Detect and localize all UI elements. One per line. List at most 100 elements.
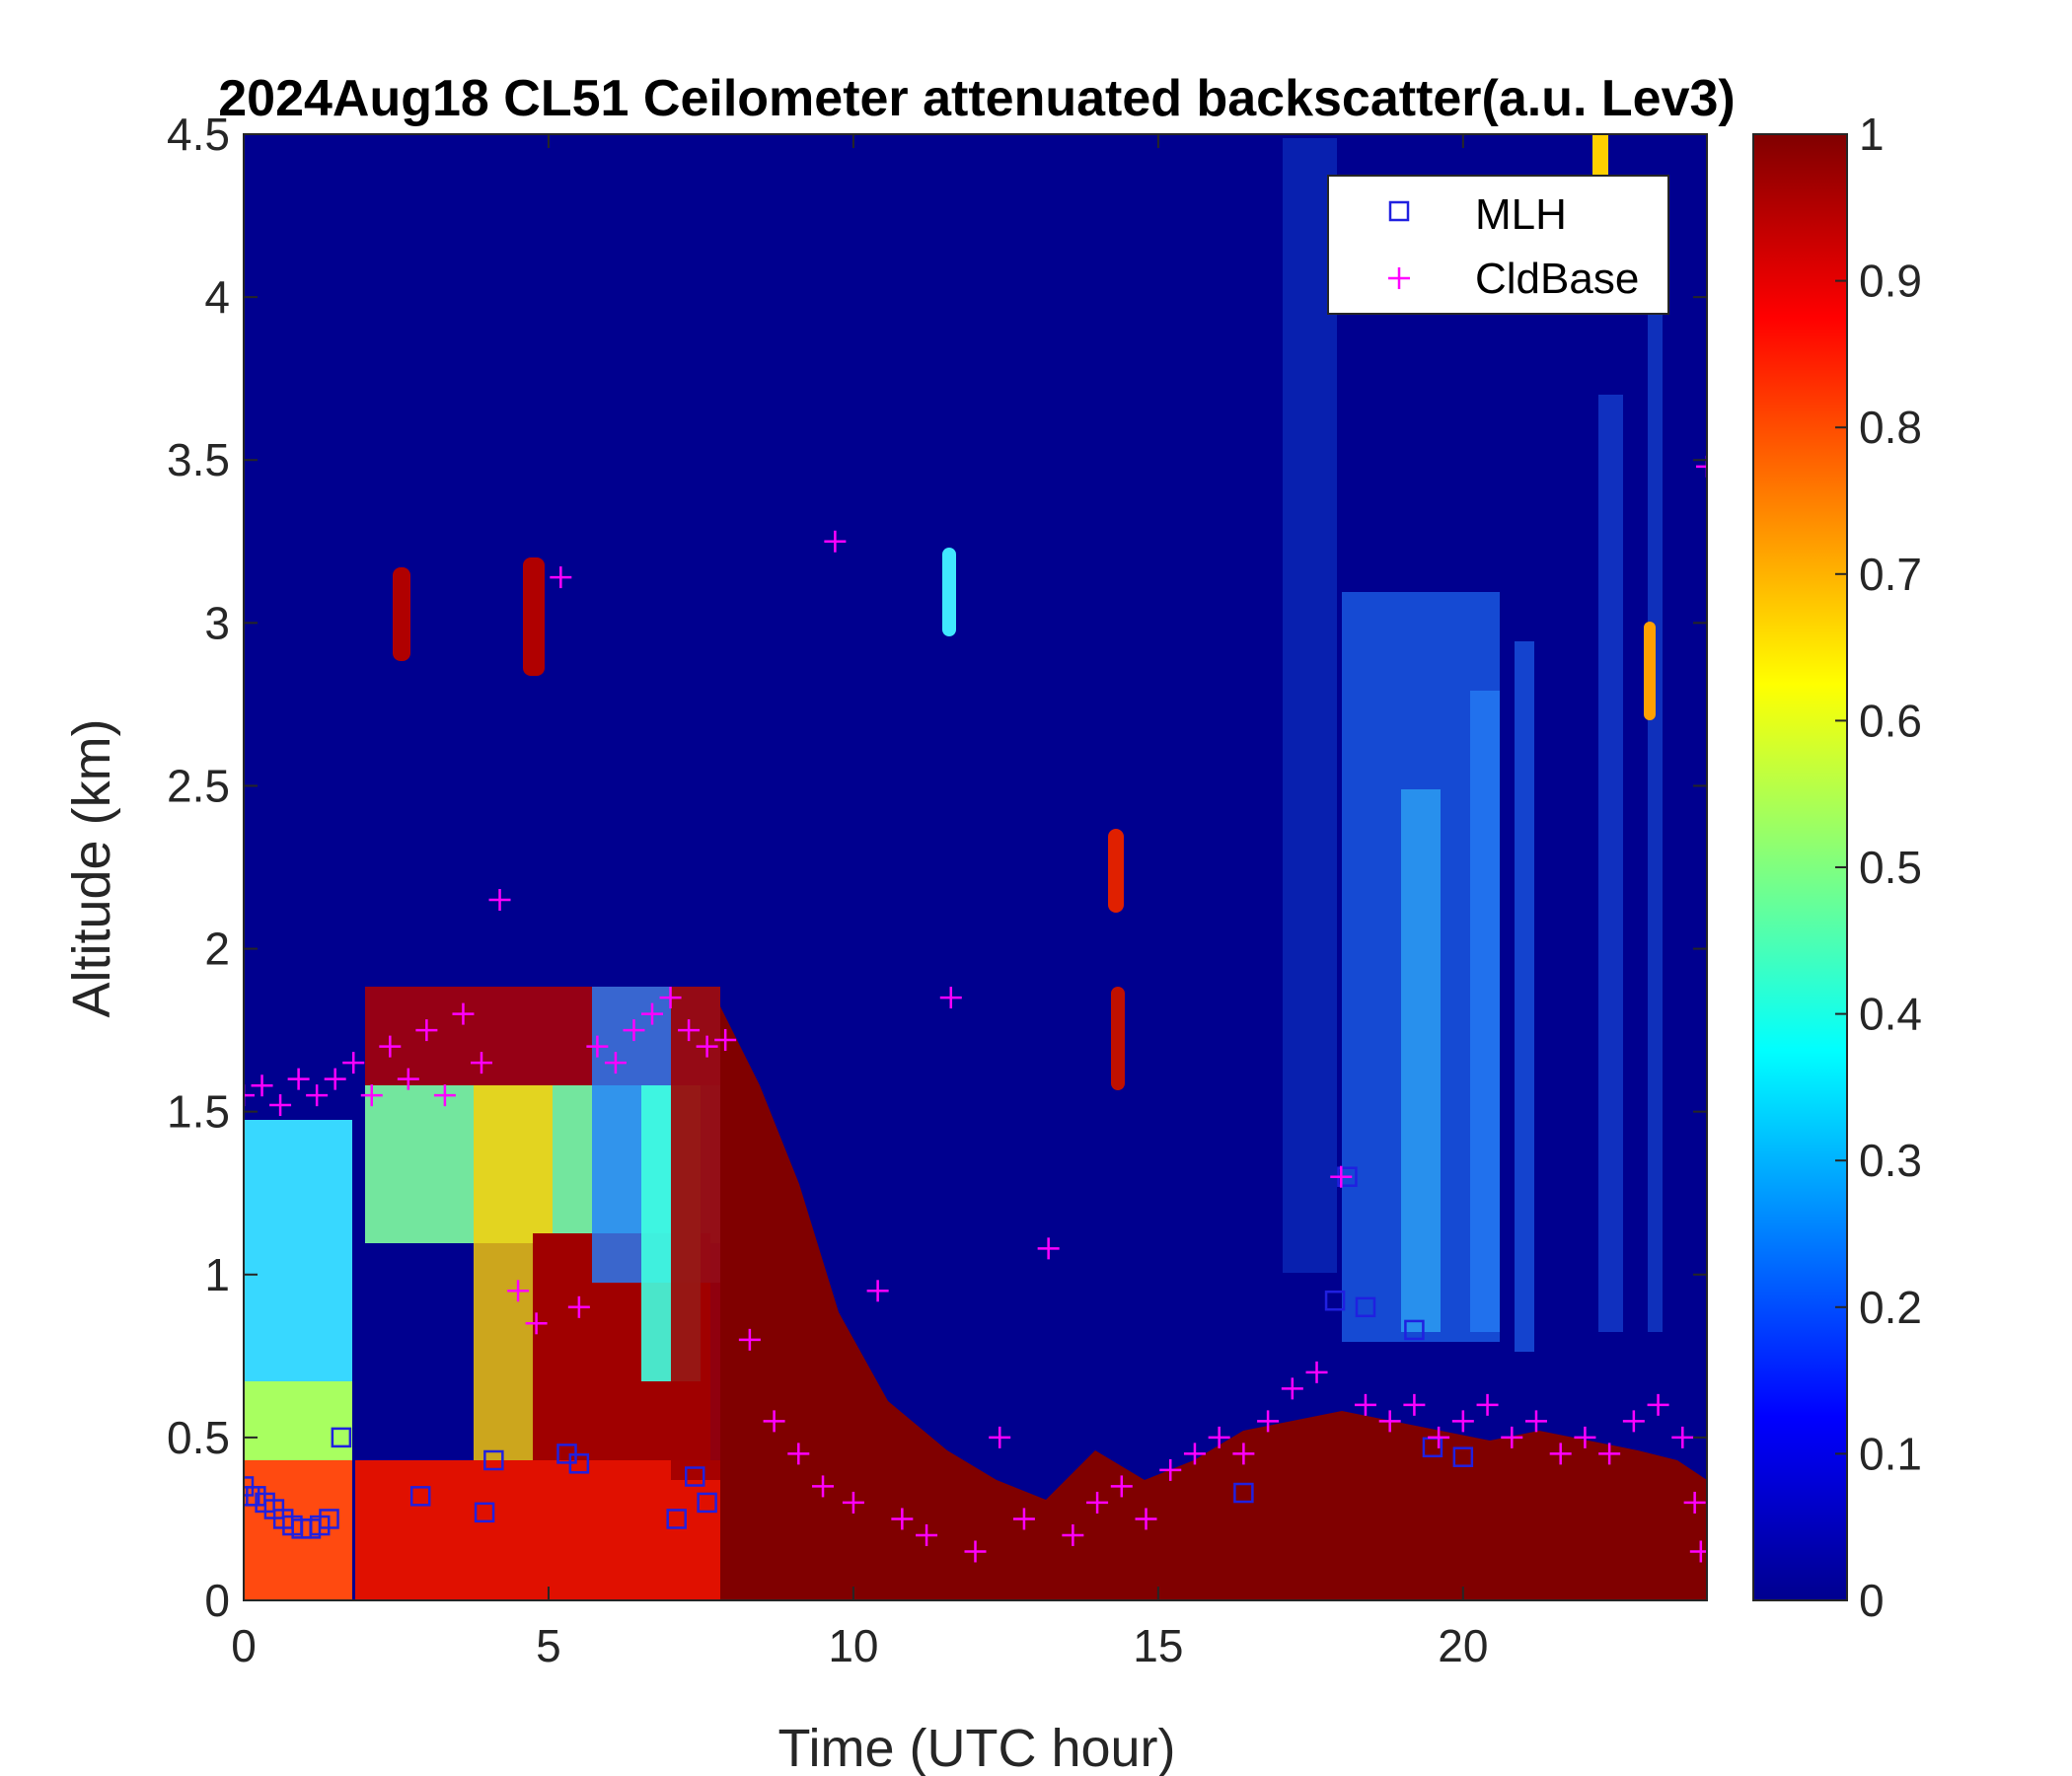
mlh-point bbox=[1324, 1290, 1346, 1311]
legend-mlh-marker bbox=[1388, 200, 1410, 222]
mlh-series bbox=[244, 1166, 1474, 1539]
y-tick-label: 0 bbox=[204, 1575, 230, 1626]
cldbase-point bbox=[470, 1052, 492, 1074]
cldbase-point bbox=[1281, 1377, 1303, 1400]
cldbase-point bbox=[1062, 1523, 1084, 1546]
cldbase-point bbox=[1135, 1508, 1157, 1530]
heatmap-streak bbox=[1470, 691, 1500, 1332]
mlh-point bbox=[568, 1453, 590, 1474]
cldbase-point bbox=[1403, 1393, 1426, 1416]
legend-cldbase-label: CldBase bbox=[1475, 255, 1639, 303]
colorbar-tick-label: 0 bbox=[1859, 1575, 1885, 1626]
colorbar-tick-label: 0.2 bbox=[1859, 1282, 1922, 1333]
cldbase-point bbox=[1354, 1393, 1376, 1416]
cldbase-point bbox=[1451, 1410, 1474, 1433]
cldbase-point bbox=[360, 1084, 383, 1107]
x-axis-label: Time (UTC hour) bbox=[777, 1719, 1175, 1776]
mlh-point bbox=[319, 1509, 339, 1529]
mlh-point bbox=[1404, 1319, 1425, 1341]
cldbase-point bbox=[678, 1019, 701, 1042]
cldbase-point bbox=[1012, 1508, 1035, 1530]
legend-cldbase-marker bbox=[1388, 267, 1410, 289]
heatmap-cloud bbox=[1644, 622, 1656, 720]
heatmap-streak bbox=[1401, 789, 1441, 1332]
y-tick-label: 4.5 bbox=[167, 109, 230, 160]
cldbase-point bbox=[397, 1068, 419, 1090]
cldbase-point bbox=[1159, 1458, 1182, 1481]
cldbase-point bbox=[659, 987, 682, 1009]
cldbase-point bbox=[1232, 1443, 1255, 1465]
cldbase-point bbox=[1574, 1426, 1596, 1448]
mlh-point bbox=[1233, 1482, 1254, 1504]
legend-box bbox=[1327, 175, 1669, 315]
mlh-point bbox=[474, 1502, 495, 1523]
legend: MLH CldBase bbox=[1327, 175, 1669, 315]
cldbase-point bbox=[1378, 1410, 1401, 1433]
cldbase-point bbox=[1683, 1491, 1706, 1514]
cldbase-point bbox=[1647, 1393, 1669, 1416]
heatmap-cloud bbox=[1111, 987, 1125, 1090]
mlh-point bbox=[483, 1449, 504, 1471]
cldbase-series bbox=[244, 455, 1707, 1563]
y-axis-ticks: 0 0.5 1 1.5 2 2.5 3 3.5 4 4.5 bbox=[167, 109, 1707, 1626]
colorbar-tick-label: 1 bbox=[1859, 109, 1885, 160]
heatmap-cloud bbox=[393, 567, 410, 661]
heatmap-cloud bbox=[1108, 829, 1124, 913]
cldbase-point bbox=[1086, 1491, 1109, 1514]
cldbase-point bbox=[866, 1280, 889, 1302]
cldbase-point bbox=[989, 1426, 1011, 1448]
cldbase-point bbox=[696, 1035, 718, 1058]
cldbase-point bbox=[1549, 1443, 1572, 1465]
y-tick-label: 3 bbox=[204, 597, 230, 648]
x-tick-label: 15 bbox=[1133, 1620, 1183, 1671]
heatmap-layer bbox=[244, 1460, 352, 1600]
cldbase-point bbox=[1257, 1410, 1280, 1433]
mlh-point bbox=[1355, 1296, 1376, 1318]
cldbase-point bbox=[586, 1035, 609, 1058]
colorbar-tick-label: 0.1 bbox=[1859, 1428, 1922, 1479]
cldbase-point bbox=[1110, 1475, 1133, 1498]
cldbase-point bbox=[342, 1052, 365, 1074]
cldbase-point bbox=[623, 1019, 645, 1042]
y-tick-label: 3.5 bbox=[167, 434, 230, 485]
heatmap-boundary-layer bbox=[720, 1006, 1707, 1600]
cldbase-point bbox=[269, 1094, 292, 1117]
cldbase-point bbox=[604, 1052, 627, 1074]
y-tick-label: 1 bbox=[204, 1249, 230, 1300]
cldbase-point bbox=[1037, 1237, 1060, 1260]
cldbase-point bbox=[1622, 1410, 1645, 1433]
cldbase-point bbox=[452, 1002, 475, 1025]
cldbase-point bbox=[891, 1508, 914, 1530]
legend-mlh-label: MLH bbox=[1475, 190, 1567, 239]
mlh-point bbox=[685, 1466, 705, 1487]
chart-title: 2024Aug18 CL51 Ceilometer attenuated bac… bbox=[218, 70, 1735, 127]
cldbase-point bbox=[488, 889, 511, 912]
backscatter-heatmap bbox=[244, 134, 1707, 1600]
colorbar-tick-label: 0.4 bbox=[1859, 989, 1922, 1040]
colorbar bbox=[1752, 133, 1848, 1601]
cldbase-point bbox=[1598, 1443, 1621, 1465]
cldbase-point bbox=[1305, 1361, 1328, 1383]
cldbase-point bbox=[567, 1295, 590, 1318]
x-tick-label: 0 bbox=[231, 1620, 257, 1671]
cldbase-point bbox=[306, 1084, 329, 1107]
cldbase-point bbox=[244, 1084, 255, 1107]
cldbase-point bbox=[812, 1475, 835, 1498]
heatmap-streak bbox=[1598, 395, 1623, 1332]
cldbase-point bbox=[939, 987, 962, 1009]
colorbar-ticks: 0 0.1 0.2 0.3 0.4 0.5 0.6 0.7 0.8 0.9 1 bbox=[1835, 109, 1922, 1626]
cldbase-point bbox=[251, 1074, 273, 1097]
cldbase-point bbox=[415, 1019, 438, 1042]
cldbase-point bbox=[641, 1002, 664, 1025]
mlh-point bbox=[409, 1486, 431, 1507]
colorbar-tick-label: 0.8 bbox=[1859, 402, 1922, 453]
y-tick-label: 2.5 bbox=[167, 760, 230, 811]
cldbase-point bbox=[1524, 1410, 1547, 1433]
heatmap-streak bbox=[1515, 641, 1534, 1352]
mlh-point bbox=[1452, 1446, 1474, 1467]
heatmap-cloud bbox=[1592, 134, 1608, 176]
cldbase-point bbox=[1671, 1426, 1694, 1448]
mlh-point bbox=[697, 1492, 717, 1514]
colorbar-tick-label: 0.3 bbox=[1859, 1135, 1922, 1186]
